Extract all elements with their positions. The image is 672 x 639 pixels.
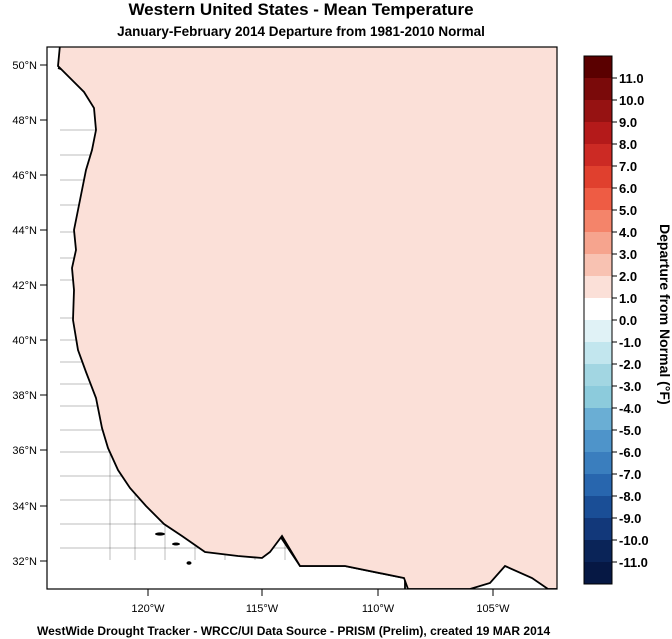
colorbar-level-label: 6.0 — [619, 181, 637, 196]
colorbar-level-label: -5.0 — [619, 423, 641, 438]
lat-tick-label: 40°N — [12, 335, 37, 347]
colorbar-level-label: 11.0 — [619, 71, 644, 86]
lat-tick-label: 48°N — [12, 115, 37, 127]
colorbar-level-label: 10.0 — [619, 93, 644, 108]
colorbar-swatch — [584, 122, 612, 145]
colorbar-level-label: -9.0 — [619, 511, 641, 526]
lon-tick-label: 105°W — [476, 603, 510, 615]
colorbar-swatch — [584, 408, 612, 431]
colorbar-level-label: 8.0 — [619, 137, 637, 152]
colorbar: 11.0 10.0 9.0 8.0 7.0 6.0 5.0 4.0 3.0 2.0 1.0 0.0 -1… — [583, 55, 672, 585]
colorbar-title: Departure from Normal (°F) — [657, 224, 672, 405]
footer-credit: WestWide Drought Tracker - WRCC/UI Data … — [37, 624, 551, 638]
colorbar-level-label: 4.0 — [619, 225, 637, 240]
colorbar-level-label: 0.0 — [619, 313, 637, 328]
lat-tick-label: 34°N — [12, 501, 37, 513]
colorbar-swatch — [584, 452, 612, 475]
channel-islands — [155, 532, 192, 565]
lat-tick-label: 42°N — [12, 280, 37, 292]
colorbar-swatch — [584, 144, 612, 167]
colorbar-level-label: -7.0 — [619, 467, 641, 482]
colorbar-level-label: -1.0 — [619, 335, 641, 350]
colorbar-swatch — [584, 232, 612, 255]
lat-tick-label: 44°N — [12, 225, 37, 237]
map-field — [47, 47, 557, 589]
colorbar-swatch — [584, 210, 612, 233]
lon-tick-label: 110°W — [362, 603, 395, 615]
colorbar-swatch — [584, 518, 612, 541]
map-frame — [46, 46, 558, 590]
colorbar-swatch — [584, 474, 612, 497]
colorbar-swatch — [584, 562, 612, 585]
colorbar-level-label: -4.0 — [619, 401, 641, 416]
colorbar-swatch — [584, 254, 612, 277]
map-subtitle: January-February 2014 Departure from 198… — [117, 24, 485, 39]
colorbar-swatch — [584, 78, 612, 101]
lat-tick-label: 46°N — [12, 170, 37, 182]
colorbar-level-label: -11.0 — [619, 555, 648, 570]
lat-tick-label: 38°N — [12, 390, 37, 402]
colorbar-swatch — [584, 496, 612, 519]
colorbar-swatch — [584, 188, 612, 211]
colorbar-swatch — [584, 430, 612, 453]
lon-tick-label: 115°W — [246, 603, 279, 615]
colorbar-level-label: 2.0 — [619, 269, 637, 284]
colorbar-level-label: 3.0 — [619, 247, 637, 262]
colorbar-swatch — [584, 364, 612, 387]
lat-tick-label: 50°N — [12, 60, 37, 72]
colorbar-swatch — [584, 298, 612, 321]
colorbar-swatch — [584, 56, 612, 79]
colorbar-level-label: 1.0 — [619, 291, 637, 306]
latitude-axis: 50°N 48°N 46°N 44°N 42°N 40°N 38°N 36°N 34°N 32°N — [12, 60, 47, 568]
colorbar-swatch — [584, 276, 612, 299]
colorbar-level-label: 5.0 — [619, 203, 637, 218]
colorbar-swatch — [584, 320, 612, 343]
colorbar-level-label: -2.0 — [619, 357, 641, 372]
map-title: Western United States - Mean Temperature — [128, 0, 474, 19]
colorbar-level-label: 7.0 — [619, 159, 637, 174]
colorbar-level-label: -3.0 — [619, 379, 641, 394]
colorbar-swatch — [584, 100, 612, 123]
lon-tick-label: 120°W — [131, 603, 165, 615]
colorbar-level-label: -8.0 — [619, 489, 641, 504]
colorbar-swatch — [584, 386, 612, 409]
colorbar-level-label: 9.0 — [619, 115, 637, 130]
lat-tick-label: 36°N — [12, 445, 37, 457]
colorbar-swatch — [584, 540, 612, 563]
colorbar-level-label: -6.0 — [619, 445, 641, 460]
longitude-axis: 120°W 115°W 110°W 105°W — [131, 589, 510, 615]
colorbar-swatch — [584, 166, 612, 189]
colorbar-swatch — [584, 342, 612, 365]
lat-tick-label: 32°N — [12, 556, 37, 568]
colorbar-level-label: -10.0 — [619, 533, 649, 548]
